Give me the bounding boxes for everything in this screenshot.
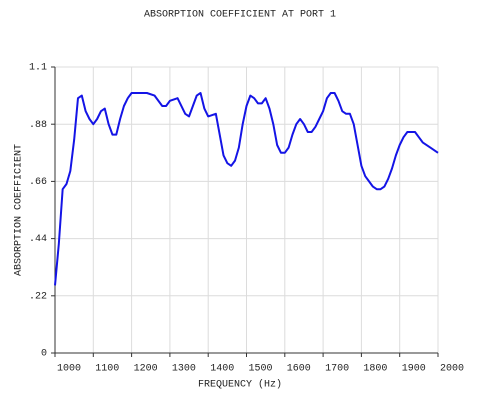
data-line <box>54 92 439 286</box>
y-tick-label: 1.1 <box>29 63 47 74</box>
y-tick-label: .44 <box>29 234 47 245</box>
y-axis-label: ABSORPTION COEFFICIENT <box>14 144 25 276</box>
y-tick-label: .22 <box>29 291 47 302</box>
y-tick-label: .66 <box>29 177 47 188</box>
x-tick-label: 1000 <box>57 364 81 375</box>
x-tick-label: 1700 <box>325 364 349 375</box>
x-tick-label: 1400 <box>210 364 234 375</box>
x-tick-label: 2000 <box>440 364 464 375</box>
x-tick-label: 1300 <box>172 364 196 375</box>
x-tick-label: 1200 <box>134 364 158 375</box>
chart-title: ABSORPTION COEFFICIENT AT PORT 1 <box>144 10 336 21</box>
y-tick-label: 0 <box>41 349 47 360</box>
x-tick-label: 1800 <box>363 364 387 375</box>
y-tick-label: .88 <box>29 120 47 131</box>
x-tick-label: 1600 <box>287 364 311 375</box>
x-tick-label: 1100 <box>95 364 119 375</box>
x-tick-label: 1900 <box>402 364 426 375</box>
x-tick-label: 1500 <box>249 364 273 375</box>
x-axis-label: FREQUENCY (Hz) <box>198 379 282 391</box>
